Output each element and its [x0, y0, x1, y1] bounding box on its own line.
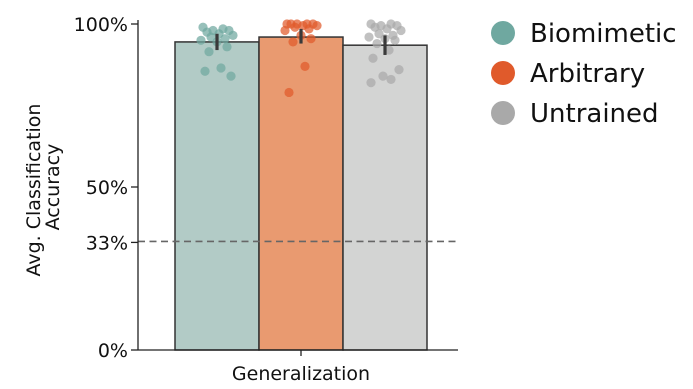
point-untrained — [368, 53, 378, 63]
legend-marker-untrained — [491, 101, 515, 125]
point-untrained — [366, 78, 376, 88]
point-untrained — [378, 71, 388, 81]
point-untrained — [396, 25, 406, 36]
point-arbitrary — [304, 24, 314, 34]
bar-arbitrary — [258, 36, 344, 351]
y-tick-label: 50% — [86, 177, 128, 199]
point-untrained — [390, 35, 400, 45]
y-axis-label-line-1: Avg. Classification — [23, 104, 45, 277]
point-untrained — [394, 65, 404, 75]
point-biomimetic — [204, 47, 214, 57]
bars-layer — [174, 36, 428, 351]
point-untrained — [372, 38, 382, 49]
bar-untrained — [342, 44, 428, 351]
legend-label-arbitrary: Arbitrary — [530, 59, 645, 89]
point-biomimetic — [196, 35, 206, 45]
points-layer — [196, 19, 406, 98]
y-tick-label: 100% — [74, 14, 128, 36]
legend-marker-biomimetic — [491, 21, 515, 45]
point-arbitrary — [312, 21, 322, 31]
legend-label-untrained: Untrained — [530, 99, 659, 129]
point-biomimetic — [220, 34, 230, 44]
legend-label-biomimetic: Biomimetic — [530, 19, 677, 49]
y-tick-label: 33% — [86, 232, 128, 254]
y-axis-label-line-2: Accuracy — [42, 144, 64, 231]
point-arbitrary — [280, 25, 290, 36]
point-untrained — [386, 74, 396, 85]
x-axis-label: Generalization — [232, 363, 370, 385]
point-arbitrary — [300, 61, 310, 71]
point-biomimetic — [226, 71, 236, 81]
point-biomimetic — [216, 63, 226, 73]
point-untrained — [384, 45, 394, 55]
y-axis-label: Avg. Classification Accuracy — [23, 97, 64, 276]
y-tick-label: 0% — [98, 340, 128, 362]
point-arbitrary — [288, 37, 298, 47]
legend: Biomimetic Arbitrary Untrained — [491, 19, 677, 129]
point-untrained — [364, 32, 374, 42]
point-arbitrary — [290, 22, 300, 32]
point-arbitrary — [284, 87, 294, 98]
point-arbitrary — [306, 34, 316, 44]
y-ticks: 0% 33% 50% 100% — [74, 14, 138, 362]
point-biomimetic — [200, 66, 210, 76]
point-untrained — [382, 24, 392, 34]
bar-biomimetic — [174, 41, 260, 351]
point-biomimetic — [228, 30, 238, 41]
errorbars-layer — [215, 28, 387, 55]
point-biomimetic — [222, 42, 232, 52]
legend-marker-arbitrary — [491, 61, 515, 85]
